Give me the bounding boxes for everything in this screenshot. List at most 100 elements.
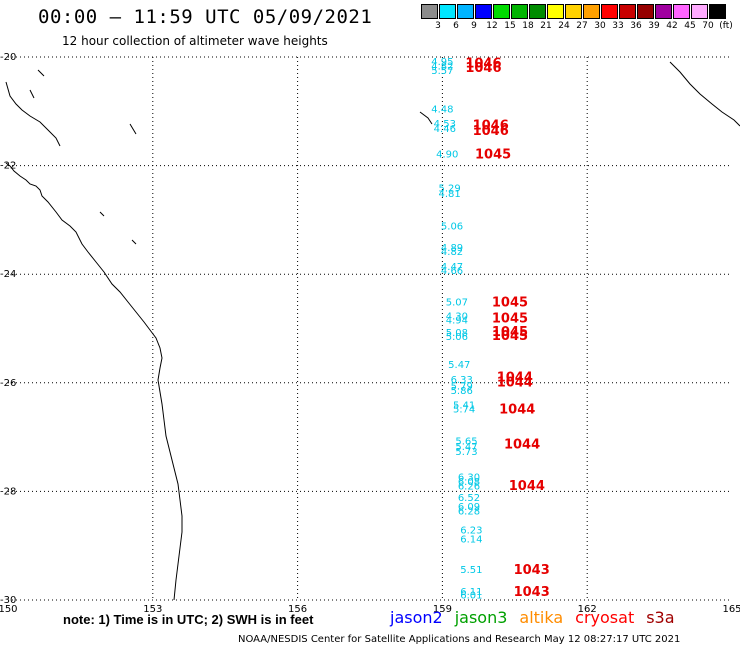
swh-label: 5.06 (441, 221, 463, 232)
scale-label: 27 (576, 21, 588, 31)
swh-label: 6.08 (458, 477, 480, 488)
scale-label: 6 (453, 21, 459, 31)
lat-tick-label: -28 (0, 486, 16, 497)
scale-swatch (619, 4, 636, 19)
scale-swatch (475, 4, 492, 19)
scale-swatch (601, 4, 618, 19)
pressure-label: 1044 (497, 370, 533, 385)
scale-swatch (583, 4, 600, 19)
satellite-cryosat: cryosat (575, 608, 635, 627)
swh-label: 6.11 (460, 587, 482, 598)
swh-labels: 4.954.825.574.484.534.464.905.294.815.06… (431, 57, 482, 602)
scale-label: (ft) (719, 21, 733, 31)
swh-label: 6.14 (460, 535, 482, 546)
scale-label: 42 (666, 21, 678, 31)
lat-tick-label: -26 (0, 378, 16, 389)
scale-swatch (691, 4, 708, 19)
page-subtitle: 12 hour collection of altimeter wave hei… (62, 34, 328, 48)
satellite-jason2: jason2 (390, 608, 443, 627)
lon-tick-label: 153 (143, 604, 162, 615)
swh-label: 4.82 (441, 247, 463, 258)
lat-tick-label: -24 (0, 269, 16, 280)
scale-swatch (637, 4, 654, 19)
coastline-cape-york (5, 81, 61, 147)
swh-label: 5.06 (446, 332, 468, 343)
lon-tick-label: 156 (288, 604, 307, 615)
pressure-label: 1043 (514, 585, 550, 600)
scale-label: 24 (558, 21, 570, 31)
scale-label: 9 (471, 21, 477, 31)
pressure-label: 1044 (499, 402, 535, 417)
page-title: 00:00 – 11:59 UTC 05/09/2021 (38, 6, 373, 28)
swh-label: 5.65 (455, 436, 477, 447)
scale-swatch (709, 4, 726, 19)
scale-swatch (511, 4, 528, 19)
swh-label: 6.30 (458, 473, 480, 484)
lon-tick-label: 165 (722, 604, 740, 615)
pressure-label: 1045 (492, 329, 528, 344)
pressure-label: 1045 (492, 312, 528, 327)
scale-label: 3 (435, 21, 441, 31)
satellite-s3a: s3a (646, 608, 675, 627)
scale-label: 36 (630, 21, 642, 31)
scale-swatch (421, 4, 438, 19)
swh-label: 5.57 (431, 66, 453, 77)
swh-label: 5.41 (453, 401, 475, 412)
lat-tick-label: -22 (0, 161, 16, 172)
swh-label: 6.09 (458, 502, 480, 513)
swh-label: 4.30 (446, 311, 468, 322)
swh-label: 4.90 (436, 150, 458, 161)
pressure-label: 1044 (497, 376, 533, 391)
scale-swatch (565, 4, 582, 19)
pressure-label: 1046 (465, 56, 501, 71)
scale-label: 15 (504, 21, 516, 31)
scale-label: 12 (486, 21, 498, 31)
swh-label: 6.33 (451, 375, 473, 386)
swh-label: 6.01 (460, 591, 482, 602)
swh-label: 5.29 (439, 183, 461, 194)
swh-label: 4.81 (439, 189, 461, 200)
scale-swatch (547, 4, 564, 19)
swh-label: 4.66 (441, 266, 463, 277)
swh-label: 5.79 (451, 382, 473, 393)
satellite-jason3: jason3 (454, 608, 508, 627)
pressure-label: 1044 (509, 479, 545, 494)
scale-label: 21 (540, 21, 552, 31)
swh-label: 4.95 (431, 57, 453, 68)
swh-label: 4.94 (446, 315, 468, 326)
wave-height-color-scale (421, 4, 727, 19)
satellite-legend: jason2 jason3 altika cryosat s3a (390, 608, 687, 627)
swh-label: 6.28 (458, 506, 480, 517)
swh-label: 6.23 (460, 525, 482, 536)
lat-tick-label: -30 (0, 595, 16, 606)
lon-tick-label: 159 (433, 604, 452, 615)
swh-label: 5.47 (448, 360, 470, 371)
scale-label: 30 (594, 21, 606, 31)
swh-label: 6.52 (458, 493, 480, 504)
footer-note: note: 1) Time is in UTC; 2) SWH is in fe… (63, 612, 314, 627)
lon-tick-label: 162 (578, 604, 597, 615)
pressure-labels: 1046104610461046104510451045104510451044… (465, 56, 549, 599)
swh-label: 5.74 (453, 404, 475, 415)
pressure-label: 1043 (514, 563, 550, 578)
pressure-label: 1046 (465, 61, 501, 76)
footer-credit: NOAA/NESDIS Center for Satellite Applica… (238, 634, 681, 645)
pressure-label: 1045 (492, 325, 528, 340)
pressure-label: 1046 (473, 118, 509, 133)
swh-label: 5.73 (455, 447, 477, 458)
scale-label: 45 (684, 21, 696, 31)
swh-label: 5.86 (451, 386, 473, 397)
satellite-altika: altika (519, 608, 564, 627)
scale-label: 18 (522, 21, 534, 31)
coastline (5, 61, 740, 601)
scale-swatch (457, 4, 474, 19)
scale-label: 70 (702, 21, 714, 31)
coastline-islands-small (29, 69, 433, 245)
coastline-australia-east (5, 162, 183, 601)
lon-tick-label: 150 (0, 604, 18, 615)
swh-label: 4.89 (441, 243, 463, 254)
scale-swatch (529, 4, 546, 19)
lat-tick-label: -20 (0, 52, 16, 63)
scale-swatch (493, 4, 510, 19)
wave-height-scale-labels: 3 6 9 12 15 18 21 24 27 30 33 36 39 42 45 70 (ft) (421, 21, 740, 33)
